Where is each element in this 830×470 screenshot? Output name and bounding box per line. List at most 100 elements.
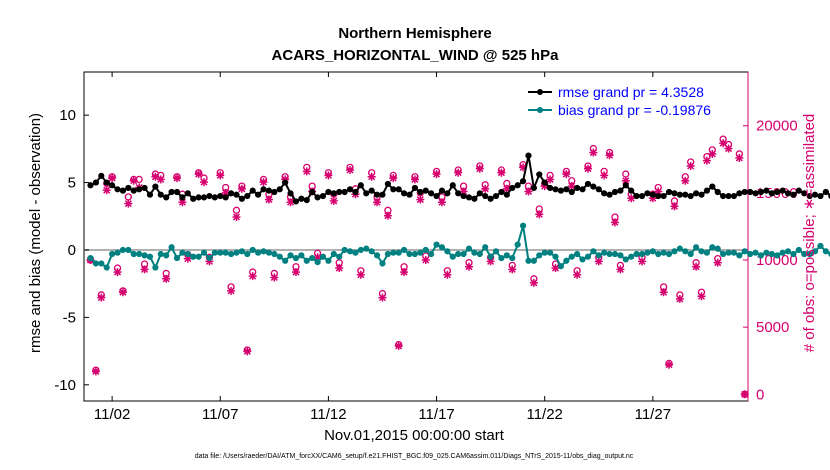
obs-assimilated-stroke <box>725 145 733 153</box>
bias-point <box>757 252 765 259</box>
obs-assimilated-stroke <box>562 170 570 178</box>
obs-assimilated-marker <box>227 286 236 295</box>
bias-point <box>357 246 364 254</box>
bias-point <box>482 244 489 251</box>
rmse-point <box>211 194 218 201</box>
rmse-point <box>801 190 808 197</box>
bias-point <box>136 250 143 258</box>
rmse-point <box>152 183 159 190</box>
obs-assimilated-stroke <box>411 175 419 183</box>
rmse-point <box>298 195 305 202</box>
obs-assimilated-marker <box>259 178 268 187</box>
bias-point <box>492 248 500 255</box>
obs-assimilated-stroke <box>103 186 111 194</box>
obs-assimilated-marker <box>508 265 517 274</box>
rmse-point <box>390 186 397 193</box>
y-left-tick-label: 0 <box>68 242 76 259</box>
bias-point <box>768 250 775 258</box>
bias-point <box>752 249 759 256</box>
rmse-point <box>498 188 505 196</box>
bias-point <box>330 250 337 258</box>
obs-assimilated-stroke <box>606 151 614 159</box>
obs-assimilated-stroke <box>227 287 235 295</box>
obs-assimilated-stroke <box>600 171 608 179</box>
obs-assimilated-stroke <box>568 182 576 190</box>
bias-point <box>352 249 359 256</box>
rmse-point <box>125 184 132 192</box>
rmse-point <box>379 191 386 198</box>
obs-assimilated-marker <box>600 171 609 180</box>
x-tick-label: 11/07 <box>202 406 238 423</box>
obs-assimilated-marker <box>383 211 392 220</box>
bias-point <box>730 249 738 256</box>
obs-assimilated-stroke <box>141 265 149 273</box>
obs-assimilated-marker <box>567 182 576 191</box>
y-right-tick-label: 10000 <box>756 252 798 269</box>
obs-assimilated-stroke <box>346 166 354 174</box>
rmse-point <box>611 188 619 196</box>
bias-point <box>476 250 483 258</box>
obs-assimilated-marker <box>546 175 555 184</box>
obs-assimilated-stroke <box>108 174 116 182</box>
obs-assimilated-stroke <box>157 175 165 183</box>
rmse-point <box>709 183 716 190</box>
rmse-point <box>763 187 770 194</box>
obs-assimilated-stroke <box>476 165 484 173</box>
rmse-point <box>557 187 565 194</box>
bias-point <box>514 241 521 248</box>
obs-assimilated-marker <box>367 172 376 181</box>
obs-assimilated-marker <box>329 196 338 205</box>
bias-point <box>206 254 213 262</box>
rmse-point <box>752 190 759 197</box>
obs-assimilated-stroke <box>162 275 170 283</box>
obs-assimilated-marker <box>394 341 403 350</box>
rmse-point <box>428 190 435 197</box>
rmse-point <box>260 186 267 193</box>
x-tick-label: 11/17 <box>418 406 454 423</box>
bias-point <box>325 257 332 264</box>
bias-point <box>687 250 694 258</box>
rmse-point <box>590 183 597 190</box>
rmse-point <box>433 192 440 200</box>
rmse-point <box>736 190 743 197</box>
obs-assimilated-stroke <box>584 165 592 173</box>
obs-assimilated-stroke <box>389 174 397 182</box>
rmse-point <box>811 191 819 198</box>
rmse-point <box>195 194 202 201</box>
obs-assimilated-marker <box>627 194 636 203</box>
rmse-point <box>341 188 348 196</box>
obs-assimilated-stroke <box>373 198 381 206</box>
rmse-point <box>682 191 689 198</box>
bias-point <box>379 260 386 267</box>
bias-point <box>644 249 651 256</box>
plot-area: 11/02 11/07 11/12 11/17 11/22 11/27 10 5 0 -5 -10 2… <box>54 71 830 423</box>
obs-assimilated-stroke <box>292 268 300 276</box>
bias-point <box>179 249 186 256</box>
rmse-point <box>119 187 127 194</box>
obs-assimilated-marker <box>524 187 533 196</box>
obs-assimilated-marker <box>692 262 701 271</box>
y-right-tick-label: 5000 <box>756 319 789 336</box>
bias-point <box>552 253 559 260</box>
rmse-point <box>422 187 429 194</box>
rmse-point <box>779 187 786 194</box>
obs-assimilated-stroke <box>660 288 668 296</box>
obs-assimilated-marker <box>302 167 311 176</box>
bias-point <box>579 256 586 263</box>
obs-assimilated-stroke <box>735 154 743 162</box>
bias-point <box>438 244 446 251</box>
bias-point <box>287 252 294 259</box>
obs-assimilated-stroke <box>508 265 516 273</box>
obs-assimilated-marker <box>243 347 252 356</box>
y-axis-label-right: # of obs: o=possible; ∗=assimilated <box>801 114 818 353</box>
bias-point <box>276 253 283 260</box>
bias-point <box>406 250 413 258</box>
bias-point <box>309 254 316 262</box>
bias-point <box>509 254 516 262</box>
rmse-point <box>141 184 148 192</box>
bias-point <box>444 248 451 255</box>
rmse-point <box>325 188 332 196</box>
obs-assimilated-stroke <box>460 187 468 196</box>
rmse-point <box>222 194 229 201</box>
obs-assimilated-stroke <box>124 200 132 208</box>
